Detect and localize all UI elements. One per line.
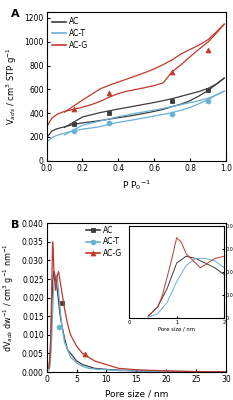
- X-axis label: Pore size / nm: Pore size / nm: [105, 389, 168, 398]
- Text: A: A: [11, 9, 19, 19]
- X-axis label: P P$_0$$^{-1}$: P P$_0$$^{-1}$: [122, 178, 151, 192]
- Text: B: B: [11, 220, 19, 230]
- Legend: AC, AC-T, AC-G: AC, AC-T, AC-G: [84, 224, 123, 260]
- Y-axis label: dV$_{ads}$ dw$^{-1}$ / cm$^3$ g$^{-1}$ nm$^{-1}$: dV$_{ads}$ dw$^{-1}$ / cm$^3$ g$^{-1}$ n…: [2, 243, 16, 352]
- Y-axis label: V$_{ads}$ / cm$^3$ STP g$^{-1}$: V$_{ads}$ / cm$^3$ STP g$^{-1}$: [4, 48, 19, 125]
- Legend: AC, AC-T, AC-G: AC, AC-T, AC-G: [50, 16, 89, 51]
